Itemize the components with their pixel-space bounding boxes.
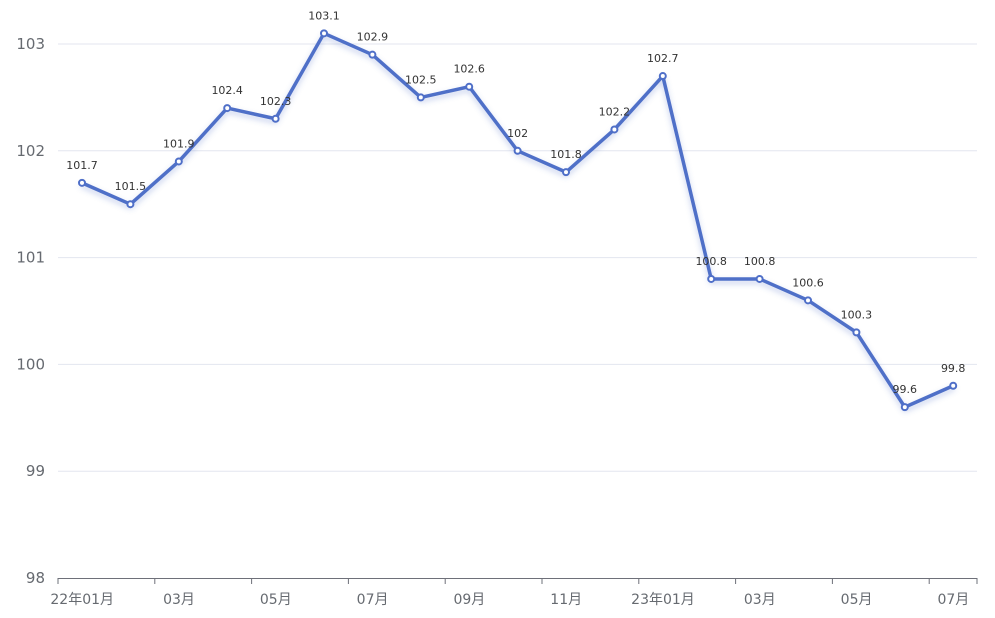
data-label: 102.9 <box>357 31 389 44</box>
y-tick-label: 100 <box>16 355 45 373</box>
x-tick-label: 23年01月 <box>631 592 695 608</box>
data-label: 100.8 <box>744 255 776 268</box>
data-point <box>320 29 328 38</box>
data-label: 102.7 <box>647 52 679 65</box>
y-tick-label: 102 <box>16 142 45 160</box>
data-label: 102 <box>507 127 528 140</box>
x-tick-label: 11月 <box>550 592 582 608</box>
data-point <box>271 114 280 123</box>
data-label: 101.9 <box>163 137 195 150</box>
grid-lines <box>58 43 977 472</box>
x-tick-label: 03月 <box>163 592 195 608</box>
x-tick-label: 09月 <box>453 592 485 608</box>
data-point <box>949 381 958 390</box>
y-tick-label: 99 <box>26 462 45 480</box>
x-tick-label: 05月 <box>841 592 873 608</box>
data-point <box>804 296 812 305</box>
data-labels: 101.7 101.5 101.9 102.4 102.3 103.1 102.9 102.5… <box>66 9 965 396</box>
data-label: 101.7 <box>66 159 98 172</box>
x-tick-label: 03月 <box>744 592 776 608</box>
data-point <box>900 403 909 412</box>
y-tick-label: 98 <box>26 569 45 587</box>
data-point <box>610 125 619 134</box>
data-point <box>562 168 570 177</box>
data-label: 100.8 <box>695 255 727 268</box>
data-label: 102.3 <box>260 95 292 108</box>
data-point <box>78 178 86 187</box>
data-label: 100.6 <box>792 276 824 289</box>
data-label: 102.6 <box>453 63 485 76</box>
data-point <box>126 200 135 209</box>
y-axis: 98 99 100 101 102 103 <box>16 35 45 587</box>
data-label: 101.8 <box>550 148 582 161</box>
data-point <box>658 72 667 81</box>
data-point <box>513 146 522 155</box>
y-tick-label: 101 <box>16 249 45 267</box>
data-point <box>368 50 377 59</box>
data-point <box>223 104 232 113</box>
data-label: 102.5 <box>405 73 437 86</box>
data-point <box>465 82 474 91</box>
data-label: 102.2 <box>599 105 631 118</box>
data-point <box>416 93 425 102</box>
data-label: 99.6 <box>893 383 918 396</box>
x-axis: 22年01月 03月 05月 07月 09月 11月 23年01月 03月 05月 07月 <box>50 578 978 608</box>
data-point <box>852 328 861 337</box>
x-tick-label: 05月 <box>260 592 292 608</box>
x-tick-label: 22年01月 <box>50 592 114 608</box>
data-point <box>707 274 716 283</box>
data-label: 101.5 <box>115 180 147 193</box>
data-label: 102.4 <box>211 84 243 97</box>
data-points <box>78 29 958 412</box>
data-label: 99.8 <box>941 362 966 375</box>
y-tick-label: 103 <box>16 35 45 53</box>
data-label: 100.3 <box>841 308 873 321</box>
data-point <box>755 274 764 283</box>
x-tick-label: 07月 <box>357 592 389 608</box>
x-tick-label: 07月 <box>937 592 969 608</box>
data-point <box>174 157 183 166</box>
data-label: 103.1 <box>308 9 340 22</box>
